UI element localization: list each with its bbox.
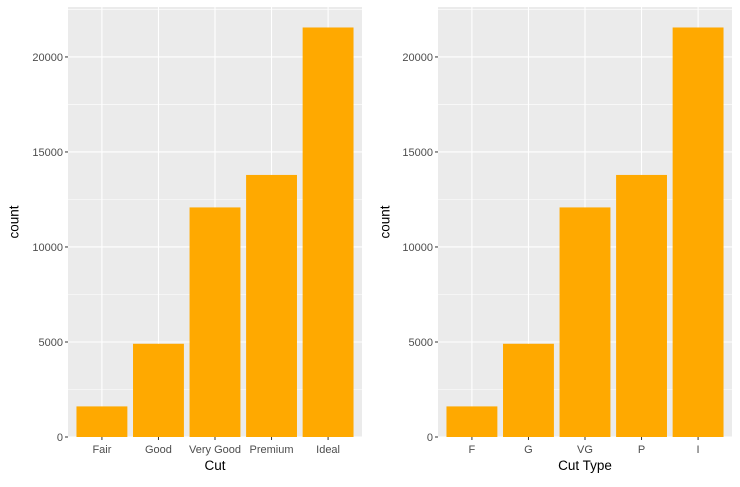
panel-1-y-tick-label: 15000	[32, 147, 63, 159]
panel-1-bar-3	[189, 207, 241, 437]
panel-2-bar-4	[616, 174, 667, 437]
panel-1-x-tick-label: Good	[145, 444, 172, 456]
panel-2-y-tick-label: 5000	[409, 337, 433, 349]
panel-2-x-tick-label: F	[469, 444, 476, 456]
panel-2-y-tick-label: 10000	[402, 242, 433, 254]
panel-1-y-tick-label: 0	[57, 432, 63, 444]
panel-2-x-tick-label: G	[524, 444, 533, 456]
panel-1-y-tick-label: 20000	[32, 52, 63, 64]
panel-1-y-tick-label: 5000	[39, 337, 63, 349]
panel-1-bar-2	[133, 343, 184, 437]
panel-2-bar-5	[672, 27, 724, 437]
panel-2-y-tick-label: 20000	[402, 52, 433, 64]
panel-1-x-axis-title: Cut	[204, 458, 225, 473]
panel-2-x-tick-label: VG	[577, 444, 593, 456]
panel-2-y-tick-label: 15000	[402, 147, 433, 159]
panel-2-x-axis-title: Cut Type	[558, 458, 612, 473]
panel-2-bar-2	[503, 343, 554, 437]
panel-2-y-axis-title: count	[378, 205, 393, 238]
panel-2-x-tick-label: I	[697, 444, 700, 456]
panel-2-x-tick-label: P	[638, 444, 645, 456]
panel-1-bar-5	[302, 27, 354, 437]
panel-2-bar-3	[559, 207, 611, 437]
panel-1-bar-1	[76, 406, 128, 437]
panel-2-y-tick-label: 0	[427, 432, 433, 444]
panel-1-x-tick-label: Premium	[250, 444, 294, 456]
panel-1-x-tick-label: Fair	[92, 444, 111, 456]
panel-1-y-tick-label: 10000	[32, 242, 63, 254]
panel-1-x-tick-label: Very Good	[189, 444, 241, 456]
panel-1-bar-4	[246, 174, 297, 437]
panel-1-x-tick-label: Ideal	[316, 444, 340, 456]
panel-1-y-axis-title: count	[7, 205, 22, 238]
panel-2-bar-1	[446, 406, 498, 437]
